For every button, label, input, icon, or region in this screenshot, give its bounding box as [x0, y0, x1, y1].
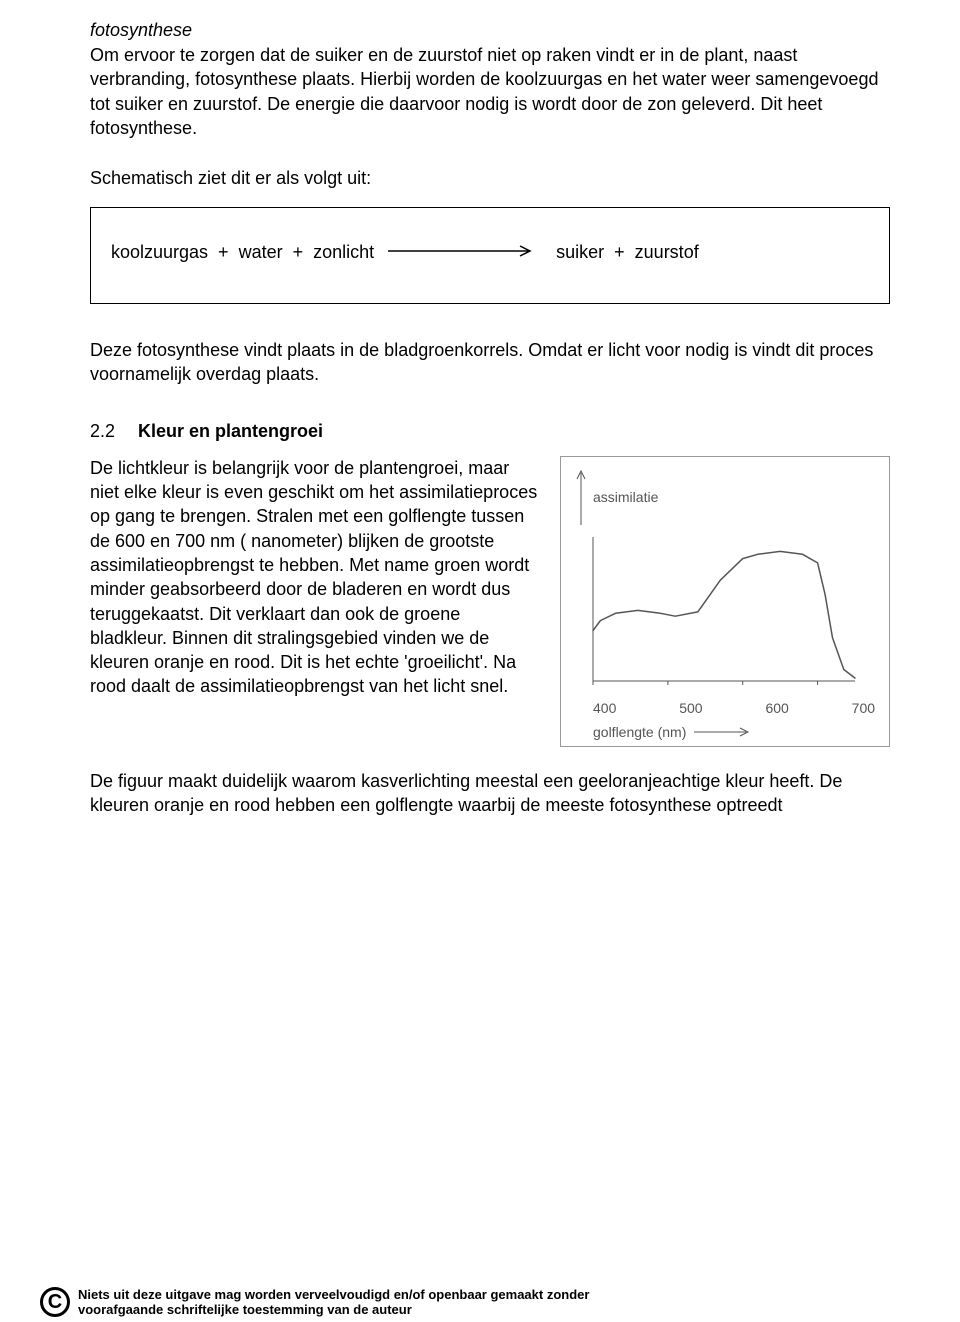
copyright-line-2: voorafgaande schriftelijke toestemming v… [78, 1302, 589, 1318]
copyright-text: Niets uit deze uitgave mag worden vervee… [78, 1287, 589, 1318]
reaction-arrow-icon [388, 242, 538, 263]
after-figure-paragraph: De figuur maakt duidelijk waarom kasverl… [90, 769, 890, 818]
chart-plot [575, 531, 865, 691]
section-heading: 2.2 Kleur en plantengroei [90, 421, 890, 442]
equation-row: koolzuurgas + water + zonlicht suiker + … [111, 242, 869, 263]
section-title: Kleur en plantengroei [138, 421, 323, 442]
section-number: 2.2 [90, 421, 138, 442]
chart-x-axis: golflengte (nm) [575, 724, 875, 740]
chart-x-ticks: 400 500 600 700 [575, 700, 875, 716]
chart-container: assimilatie 400 500 600 700 golflengte (… [560, 456, 890, 747]
chart-xtick: 700 [852, 700, 875, 716]
section-body: De lichtkleur is belangrijk voor de plan… [90, 456, 540, 747]
chart-xtick: 600 [765, 700, 788, 716]
equation-left: koolzuurgas + water + zonlicht [111, 242, 374, 263]
chart-xtick: 500 [679, 700, 702, 716]
copyright-line-1: Niets uit deze uitgave mag worden vervee… [78, 1287, 589, 1303]
after-box-paragraph: Deze fotosynthese vindt plaats in de bla… [90, 338, 890, 387]
copyright-letter: C [48, 1291, 62, 1314]
copyright-icon: C [40, 1287, 70, 1317]
chart-x-label: golflengte (nm) [593, 724, 686, 740]
chart-xtick: 400 [593, 700, 616, 716]
two-column-layout: De lichtkleur is belangrijk voor de plan… [90, 456, 890, 747]
right-arrow-icon [692, 726, 752, 738]
schematic-label: Schematisch ziet dit er als volgt uit: [90, 168, 890, 189]
equation-right: suiker + zuurstof [556, 242, 699, 263]
chart-y-axis: assimilatie [575, 467, 875, 527]
copyright-footer: C Niets uit deze uitgave mag worden verv… [40, 1287, 920, 1322]
equation-box: koolzuurgas + water + zonlicht suiker + … [90, 207, 890, 304]
document-page: fotosynthese Om ervoor te zorgen dat de … [0, 0, 960, 1322]
up-arrow-icon [575, 467, 587, 527]
assimilation-chart: assimilatie 400 500 600 700 golflengte (… [560, 456, 890, 747]
section-subtitle: fotosynthese [90, 20, 890, 41]
intro-paragraph: Om ervoor te zorgen dat de suiker en de … [90, 43, 890, 140]
chart-y-label: assimilatie [593, 489, 658, 505]
